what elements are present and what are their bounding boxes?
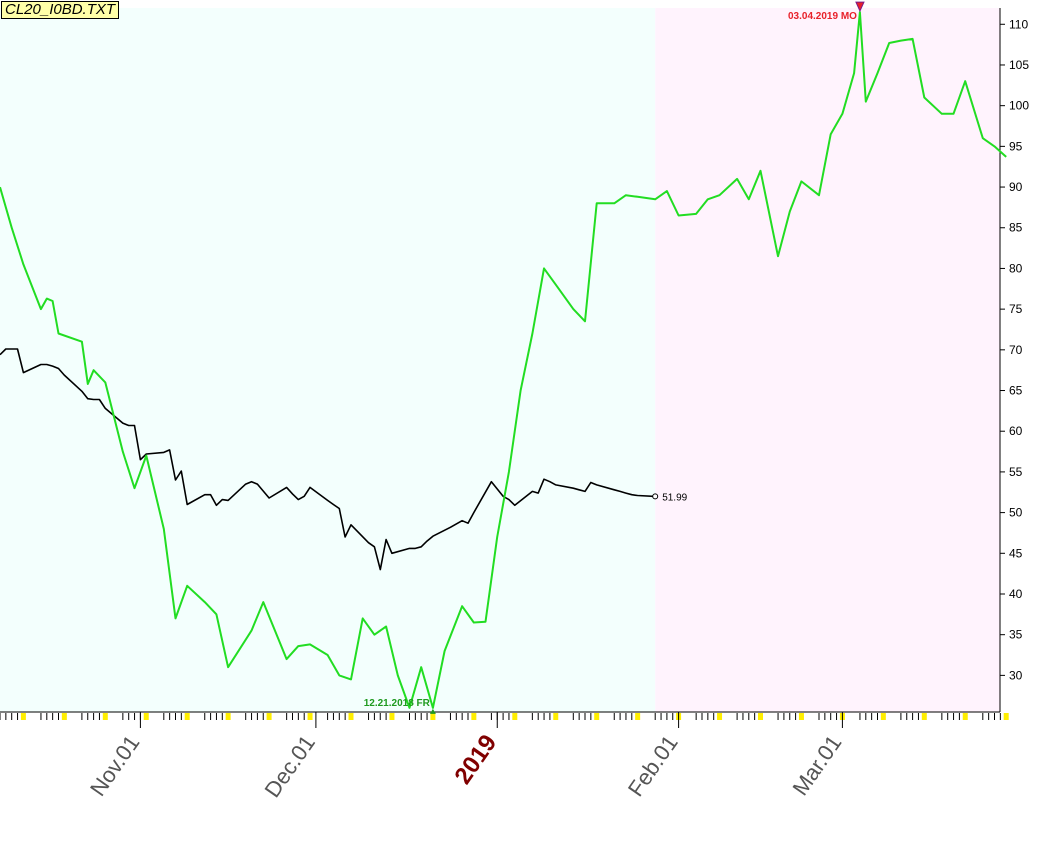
forecast-region bbox=[655, 8, 1000, 712]
ribbon-friday bbox=[225, 713, 231, 720]
x-tick-label: Mar.01 bbox=[787, 731, 846, 800]
ribbon-friday bbox=[553, 713, 559, 720]
ribbon-friday bbox=[307, 713, 313, 720]
ribbon-friday bbox=[1003, 713, 1009, 720]
last-value-marker bbox=[652, 493, 659, 500]
ribbon-friday bbox=[635, 713, 641, 720]
last-value-label: 51.99 bbox=[662, 492, 687, 503]
annotations: 03.04.2019 MO 12.21.2018 FR bbox=[364, 1, 865, 714]
ribbon-friday bbox=[880, 713, 886, 720]
ribbon-friday bbox=[471, 713, 477, 720]
ribbon-friday bbox=[143, 713, 149, 720]
y-tick-label: 50 bbox=[1009, 506, 1023, 520]
actual-price-line bbox=[0, 348, 656, 571]
past-region bbox=[0, 8, 656, 712]
y-tick-label: 110 bbox=[1009, 17, 1028, 31]
high-marker bbox=[855, 1, 865, 13]
x-tick-label: Dec.01 bbox=[260, 731, 320, 802]
y-tick-label: 90 bbox=[1009, 180, 1023, 194]
ribbon-friday bbox=[20, 713, 26, 720]
day-ribbon bbox=[0, 713, 1009, 720]
ribbon-friday bbox=[266, 713, 272, 720]
low-date-label: 12.21.2018 FR bbox=[364, 698, 431, 709]
y-tick-label: 30 bbox=[1009, 668, 1023, 682]
ribbon-friday bbox=[594, 713, 600, 720]
ribbon-friday bbox=[962, 713, 968, 720]
series-group: 51.99 bbox=[0, 11, 1007, 709]
y-tick-label: 105 bbox=[1009, 58, 1029, 72]
ribbon-friday bbox=[717, 713, 723, 720]
x-tick-label: 2019 bbox=[449, 730, 502, 789]
y-tick-label: 80 bbox=[1009, 261, 1023, 275]
y-tick-label: 40 bbox=[1009, 587, 1023, 601]
ribbon-friday bbox=[389, 713, 395, 720]
y-axis: 30 35 40 45 50 55 60 65 70 75 80 85 90 95 100 105 110 bbox=[1000, 17, 1029, 682]
chart-title: CL20_I0BD.TXT bbox=[1, 1, 120, 19]
ribbon-friday bbox=[61, 713, 67, 720]
y-tick-label: 100 bbox=[1009, 99, 1029, 113]
y-tick-label: 45 bbox=[1009, 546, 1023, 560]
ribbon-friday bbox=[102, 713, 108, 720]
high-date-label: 03.04.2019 MO bbox=[788, 11, 857, 22]
ribbon-friday bbox=[921, 713, 927, 720]
y-tick-label: 35 bbox=[1009, 628, 1023, 642]
ribbon-friday bbox=[184, 713, 190, 720]
y-tick-label: 55 bbox=[1009, 465, 1023, 479]
ribbon-friday bbox=[430, 713, 436, 720]
y-tick-label: 75 bbox=[1009, 302, 1023, 316]
x-tick-label: Feb.01 bbox=[623, 731, 683, 801]
ribbon-friday bbox=[798, 713, 804, 720]
low-marker bbox=[429, 708, 436, 714]
y-tick-label: 85 bbox=[1009, 221, 1023, 235]
ribbon-friday bbox=[348, 713, 354, 720]
ribbon-friday bbox=[512, 713, 518, 720]
y-tick-label: 70 bbox=[1009, 343, 1023, 357]
y-tick-label: 65 bbox=[1009, 384, 1023, 398]
y-tick-label: 95 bbox=[1009, 139, 1023, 153]
x-tick-label: Nov.01 bbox=[85, 731, 145, 801]
y-tick-label: 60 bbox=[1009, 424, 1023, 438]
x-axis: Nov.01 Dec.01 2019 Feb.01 Mar.01 bbox=[85, 712, 846, 802]
ribbon-friday bbox=[758, 713, 763, 720]
forecast-line bbox=[0, 11, 1007, 709]
